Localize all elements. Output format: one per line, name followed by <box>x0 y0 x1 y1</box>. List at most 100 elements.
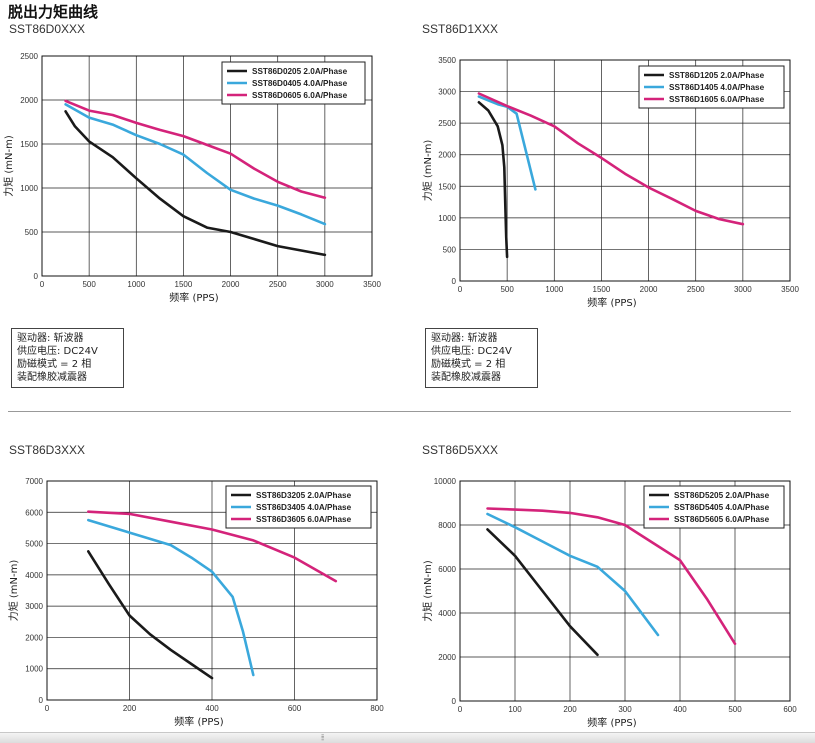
x-tick-label: 200 <box>563 705 577 714</box>
legend-entry: SST86D1605 6.0A/Phase <box>669 95 765 104</box>
series-line <box>64 99 327 199</box>
plot-frame <box>459 480 791 702</box>
x-tick-label: 0 <box>458 705 463 714</box>
y-tick-label: 500 <box>25 228 39 237</box>
y-tick-label: 6000 <box>25 508 43 517</box>
series-line <box>87 510 338 583</box>
series-line <box>64 103 327 226</box>
x-tick-label: 500 <box>500 285 514 294</box>
y-tick-label: 0 <box>452 697 457 706</box>
y-axis-label: 力矩 (mN-m) <box>421 560 434 622</box>
y-tick-label: 1500 <box>438 182 456 191</box>
y-tick-label: 0 <box>39 696 44 705</box>
legend-entry: SST86D3405 4.0A/Phase <box>256 503 352 512</box>
resize-grip-icon[interactable]: ⦙⦙⦙ <box>321 733 325 742</box>
y-tick-label: 2000 <box>438 653 456 662</box>
x-tick-label: 1000 <box>127 280 145 289</box>
plot-frame <box>41 55 373 277</box>
legend-entry: SST86D0205 2.0A/Phase <box>252 67 348 76</box>
x-tick-label: 300 <box>618 705 632 714</box>
note-line: 供应电压: DC24V <box>17 346 98 357</box>
x-tick-label: 0 <box>458 285 463 294</box>
x-tick-label: 600 <box>288 704 302 713</box>
y-tick-label: 2500 <box>438 119 456 128</box>
note-line: 驱动器: 斩波器 <box>17 333 84 344</box>
y-tick-label: 2000 <box>25 633 43 642</box>
y-tick-label: 1000 <box>25 665 43 674</box>
y-tick-label: 7000 <box>25 477 43 486</box>
x-tick-label: 2000 <box>222 280 240 289</box>
x-tick-label: 200 <box>123 704 137 713</box>
series-line <box>477 92 745 226</box>
x-tick-label: 500 <box>82 280 96 289</box>
y-tick-label: 2500 <box>20 52 38 61</box>
plot-frame <box>46 480 378 701</box>
note-line: 励磁模式 = 2 相 <box>17 359 92 370</box>
note-line: 励磁模式 = 2 相 <box>431 359 506 370</box>
note-line: 驱动器: 斩波器 <box>431 333 498 344</box>
y-tick-label: 8000 <box>438 521 456 530</box>
x-tick-label: 400 <box>673 705 687 714</box>
y-tick-label: 2000 <box>20 96 38 105</box>
x-axis-label: 频率 (PPS) <box>174 715 223 728</box>
page-title: 脱出力矩曲线 <box>8 3 99 21</box>
x-tick-label: 1500 <box>593 285 611 294</box>
x-tick-label: 800 <box>370 704 384 713</box>
chart-model-label: SST86D1XXX <box>422 22 499 36</box>
x-tick-label: 3500 <box>363 280 381 289</box>
y-axis-label: 力矩 (mN-m) <box>2 135 15 197</box>
legend-entry: SST86D0605 6.0A/Phase <box>252 91 348 100</box>
y-axis-label: 力矩 (mN-m) <box>7 560 20 622</box>
series-line <box>87 550 214 680</box>
series-line <box>87 518 255 677</box>
legend-box <box>221 61 366 105</box>
x-axis-label: 频率 (PPS) <box>169 291 218 304</box>
x-axis-label: 频率 (PPS) <box>587 716 636 729</box>
series-line <box>486 512 660 637</box>
y-tick-label: 4000 <box>25 571 43 580</box>
x-tick-label: 2500 <box>269 280 287 289</box>
x-tick-label: 600 <box>783 705 797 714</box>
legend-entry: SST86D3605 6.0A/Phase <box>256 515 352 524</box>
plot-frame <box>459 59 791 282</box>
driver-conditions-box: 驱动器: 斩波器 供应电压: DC24V 励磁模式 = 2 相 装配橡胶减震器 <box>11 328 124 388</box>
y-tick-label: 500 <box>443 245 457 254</box>
series-line <box>486 507 737 646</box>
legend-entry: SST86D5605 6.0A/Phase <box>674 515 770 524</box>
x-tick-label: 3000 <box>316 280 334 289</box>
note-line: 装配橡胶减震器 <box>17 372 87 383</box>
chart-model-label: SST86D0XXX <box>9 22 86 36</box>
y-tick-label: 5000 <box>25 540 43 549</box>
section-divider <box>8 411 791 412</box>
x-tick-label: 2000 <box>640 285 658 294</box>
x-tick-label: 0 <box>40 280 45 289</box>
y-tick-label: 3000 <box>438 88 456 97</box>
y-tick-label: 0 <box>452 277 457 286</box>
y-tick-label: 2000 <box>438 151 456 160</box>
y-tick-label: 1500 <box>20 140 38 149</box>
chart-model-label: SST86D3XXX <box>9 443 86 457</box>
y-tick-label: 6000 <box>438 565 456 574</box>
x-tick-label: 100 <box>508 705 522 714</box>
y-tick-label: 3500 <box>438 56 456 65</box>
legend-entry: SST86D5205 2.0A/Phase <box>674 491 770 500</box>
x-tick-label: 1000 <box>545 285 563 294</box>
window-bottom-bar: ⦙⦙⦙ <box>0 732 815 743</box>
x-tick-label: 0 <box>45 704 50 713</box>
y-axis-label: 力矩 (mN-m) <box>421 140 434 202</box>
y-tick-label: 10000 <box>434 477 457 486</box>
driver-conditions-box: 驱动器: 斩波器 供应电压: DC24V 励磁模式 = 2 相 装配橡胶减震器 <box>425 328 538 388</box>
x-axis-label: 频率 (PPS) <box>587 296 636 309</box>
legend-entry: SST86D3205 2.0A/Phase <box>256 491 352 500</box>
x-tick-label: 400 <box>205 704 219 713</box>
y-tick-label: 1000 <box>20 184 38 193</box>
series-line <box>64 110 327 257</box>
legend-entry: SST86D1405 4.0A/Phase <box>669 83 765 92</box>
legend-entry: SST86D0405 4.0A/Phase <box>252 79 348 88</box>
x-tick-label: 3500 <box>781 285 799 294</box>
y-tick-label: 0 <box>34 272 39 281</box>
y-tick-label: 4000 <box>438 609 456 618</box>
